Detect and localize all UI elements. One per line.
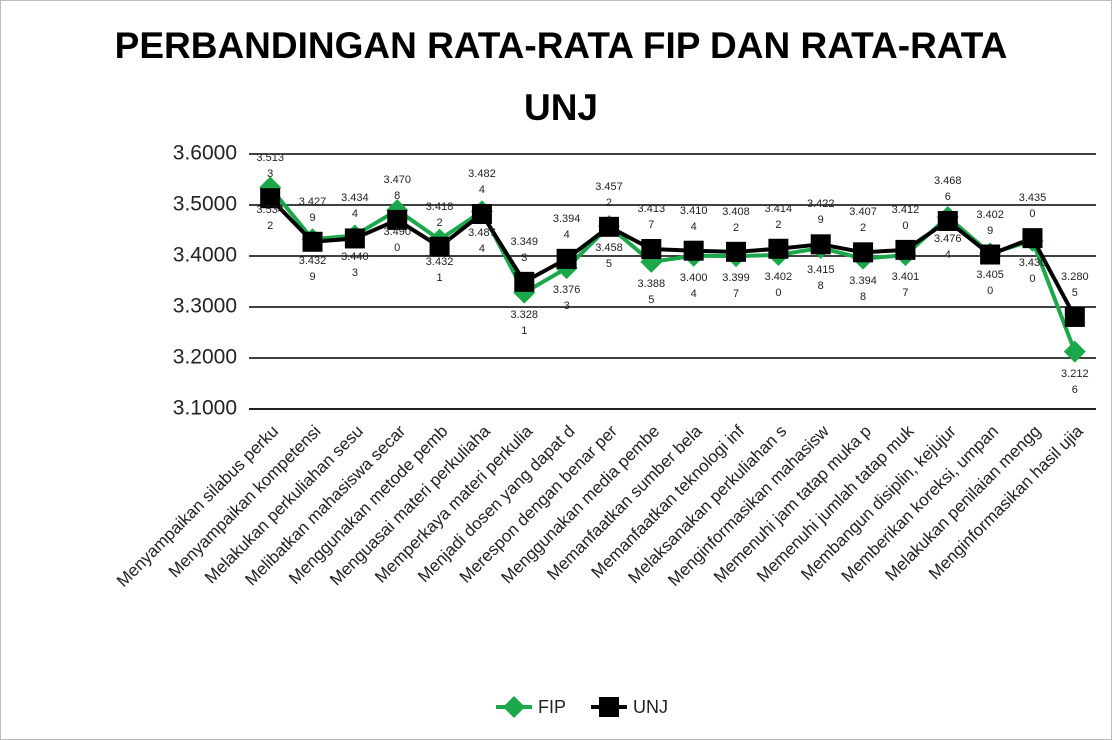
data-point (768, 238, 789, 259)
data-label: 3.4104 (679, 204, 708, 233)
data-label: 3.4017 (891, 271, 920, 300)
data-label: 3.4824 (468, 167, 496, 196)
data-point (302, 231, 323, 252)
data-label: 3.4029 (976, 208, 1004, 237)
data-label: 3.4874 (468, 227, 496, 256)
data-label: 3.4344 (341, 192, 369, 221)
data-label: 3.4004 (679, 271, 708, 300)
data-label: 3.4300 (1018, 256, 1047, 285)
legend-label: FIP (538, 697, 566, 717)
data-label: 3.4900 (383, 226, 411, 255)
y-tick-label: 3.2000 (173, 346, 237, 369)
data-label: 3.4350 (1018, 192, 1047, 221)
data-label: 3.4072 (849, 206, 877, 235)
data-point (980, 244, 1001, 265)
data-point (1063, 340, 1086, 363)
legend-marker (503, 696, 525, 718)
data-label: 3.4182 (425, 200, 454, 229)
data-label: 3.4708 (383, 173, 411, 202)
data-point (387, 209, 408, 230)
data-label: 3.4585 (595, 242, 623, 271)
data-label: 3.2126 (1061, 367, 1089, 396)
data-point (344, 228, 365, 249)
data-point (810, 234, 831, 255)
y-tick-label: 3.4000 (173, 244, 237, 267)
data-label: 3.4120 (891, 203, 920, 232)
data-label: 3.3763 (552, 284, 581, 313)
data-point (514, 271, 535, 292)
chart-title: PERBANDINGAN RATA-RATA FIP DAN RATA-RATA… (114, 25, 1008, 128)
data-label: 3.4020 (764, 270, 793, 299)
data-label: 3.5133 (256, 152, 284, 181)
y-tick-label: 3.5000 (173, 193, 237, 216)
data-label: 3.3885 (637, 277, 666, 306)
data-label: 3.4050 (976, 269, 1004, 298)
data-label: 3.3944 (552, 212, 581, 241)
data-label: 3.4229 (806, 198, 835, 227)
data-label: 3.5342 (256, 203, 284, 232)
data-label: 3.4403 (341, 251, 369, 280)
data-label: 3.4329 (298, 255, 327, 284)
data-label: 3.3948 (849, 274, 877, 303)
data-label: 3.2805 (1061, 270, 1089, 299)
y-tick-label: 3.6000 (173, 142, 237, 165)
data-point (260, 188, 281, 209)
data-label: 3.4142 (764, 202, 793, 231)
data-label: 3.3997 (722, 272, 750, 301)
data-label: 3.4137 (637, 203, 666, 231)
data-label: 3.4686 (934, 175, 962, 203)
data-point (1064, 306, 1085, 327)
data-point (937, 211, 958, 232)
data-label: 3.4764 (934, 233, 962, 262)
data-label: 3.3493 (510, 235, 539, 264)
data-point (598, 216, 619, 237)
data-label: 3.4082 (722, 205, 750, 234)
y-tick-label: 3.1000 (173, 397, 237, 420)
data-point (429, 236, 450, 257)
data-point (556, 248, 577, 269)
data-point (1022, 228, 1043, 249)
data-point (895, 239, 916, 260)
legend-marker (599, 697, 619, 717)
data-point (726, 241, 747, 262)
data-label: 3.3281 (510, 308, 539, 337)
data-point (683, 240, 704, 261)
data-label: 3.4321 (425, 255, 454, 284)
data-point (641, 239, 662, 260)
data-label: 3.4572 (595, 180, 623, 209)
y-tick-label: 3.3000 (173, 295, 237, 318)
data-point (853, 242, 874, 263)
data-label: 3.4158 (806, 263, 835, 292)
data-point (471, 203, 492, 224)
data-label: 3.4279 (298, 195, 327, 224)
legend-label: UNJ (633, 697, 668, 717)
